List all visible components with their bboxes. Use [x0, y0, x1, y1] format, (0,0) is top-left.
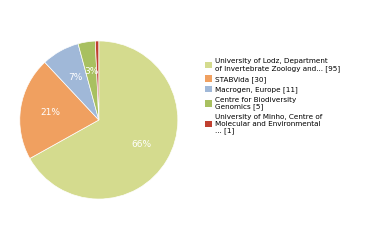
Text: 21%: 21% [40, 108, 60, 117]
Wedge shape [95, 41, 99, 120]
Text: 7%: 7% [68, 73, 82, 82]
Wedge shape [20, 62, 99, 158]
Wedge shape [30, 41, 178, 199]
Text: 3%: 3% [84, 67, 98, 76]
Legend: University of Lodz, Department
of Invertebrate Zoology and... [95], STABVida [30: University of Lodz, Department of Invert… [205, 58, 340, 134]
Wedge shape [78, 41, 99, 120]
Wedge shape [45, 44, 99, 120]
Text: 66%: 66% [131, 140, 151, 149]
